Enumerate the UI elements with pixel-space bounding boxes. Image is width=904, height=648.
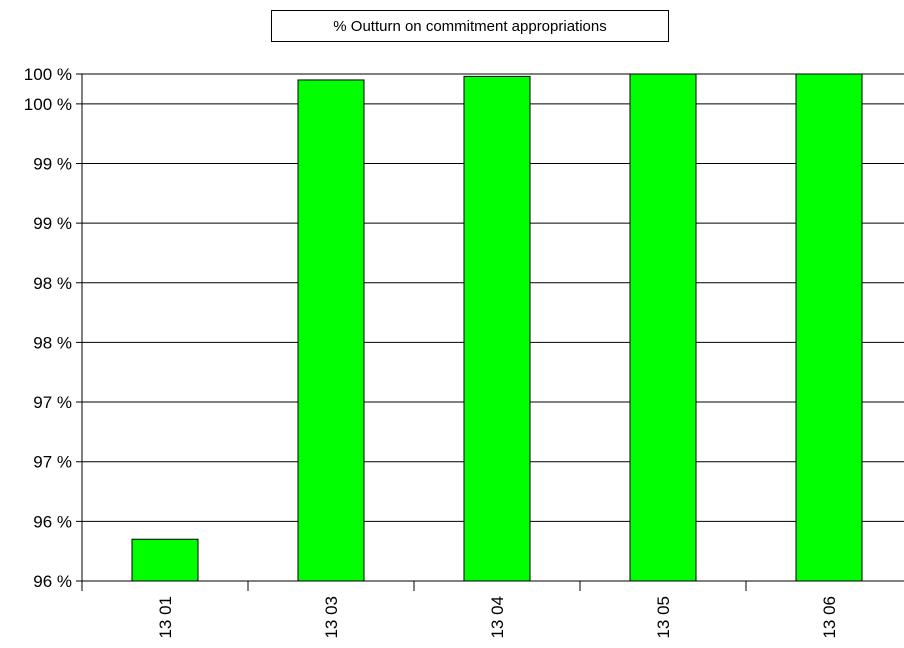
y-tick-label: 98 % <box>33 333 72 352</box>
x-tick-labels: 13 01 13 03 13 04 13 05 13 06 <box>156 596 839 639</box>
bar <box>629 73 697 582</box>
x-tick-label: 13 05 <box>654 596 673 639</box>
y-tick-label: 100 % <box>24 65 72 84</box>
bar <box>795 73 863 582</box>
axes <box>81 74 904 591</box>
bar <box>131 538 199 582</box>
y-tick-label: 96 % <box>33 572 72 591</box>
bar <box>463 75 531 582</box>
x-tick-label: 13 04 <box>488 596 507 639</box>
bar <box>297 79 365 582</box>
x-tick-label: 13 01 <box>156 596 175 639</box>
y-tick-label: 99 % <box>33 154 72 173</box>
y-tick-label: 98 % <box>33 274 72 293</box>
x-tick-label: 13 06 <box>820 596 839 639</box>
y-tick-label: 100 % <box>24 95 72 114</box>
y-tick-label: 97 % <box>33 393 72 412</box>
legend: % Outturn on commitment appropriations <box>271 10 669 42</box>
bars <box>131 73 863 582</box>
y-tick-label: 96 % <box>33 512 72 531</box>
y-tick-label: 99 % <box>33 214 72 233</box>
y-tick-label: 97 % <box>33 453 72 472</box>
x-tick-label: 13 03 <box>322 596 341 639</box>
legend-label: % Outturn on commitment appropriations <box>333 17 607 35</box>
y-tick-labels: 96 % 96 % 97 % 97 % 98 % 98 % 99 % 99 % 100 % 100… <box>24 65 72 591</box>
